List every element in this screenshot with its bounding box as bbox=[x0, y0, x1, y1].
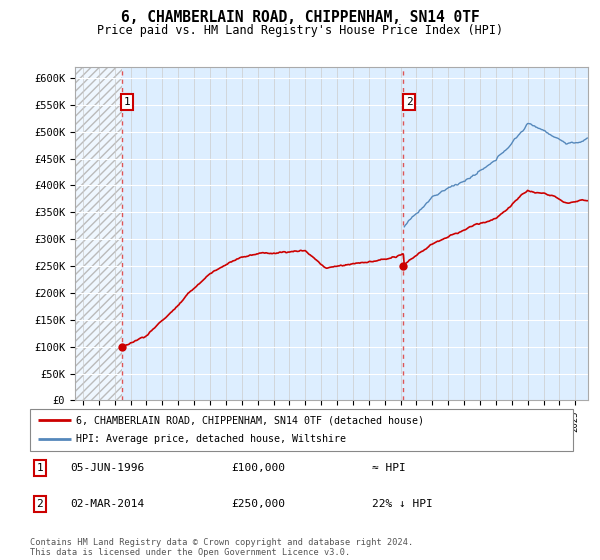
Text: 22% ↓ HPI: 22% ↓ HPI bbox=[372, 499, 433, 509]
Text: £250,000: £250,000 bbox=[231, 499, 285, 509]
Text: 1: 1 bbox=[124, 97, 131, 107]
Text: 6, CHAMBERLAIN ROAD, CHIPPENHAM, SN14 0TF (detached house): 6, CHAMBERLAIN ROAD, CHIPPENHAM, SN14 0T… bbox=[76, 415, 424, 425]
Text: 02-MAR-2014: 02-MAR-2014 bbox=[71, 499, 145, 509]
Text: 6, CHAMBERLAIN ROAD, CHIPPENHAM, SN14 0TF: 6, CHAMBERLAIN ROAD, CHIPPENHAM, SN14 0T… bbox=[121, 10, 479, 25]
Text: £100,000: £100,000 bbox=[231, 463, 285, 473]
Text: Price paid vs. HM Land Registry's House Price Index (HPI): Price paid vs. HM Land Registry's House … bbox=[97, 24, 503, 36]
Text: Contains HM Land Registry data © Crown copyright and database right 2024.
This d: Contains HM Land Registry data © Crown c… bbox=[30, 538, 413, 557]
Text: 2: 2 bbox=[37, 499, 43, 509]
Text: ≈ HPI: ≈ HPI bbox=[372, 463, 406, 473]
Text: 2: 2 bbox=[406, 97, 412, 107]
Text: 05-JUN-1996: 05-JUN-1996 bbox=[71, 463, 145, 473]
Text: 1: 1 bbox=[37, 463, 43, 473]
FancyBboxPatch shape bbox=[30, 409, 573, 451]
Text: HPI: Average price, detached house, Wiltshire: HPI: Average price, detached house, Wilt… bbox=[76, 435, 346, 445]
